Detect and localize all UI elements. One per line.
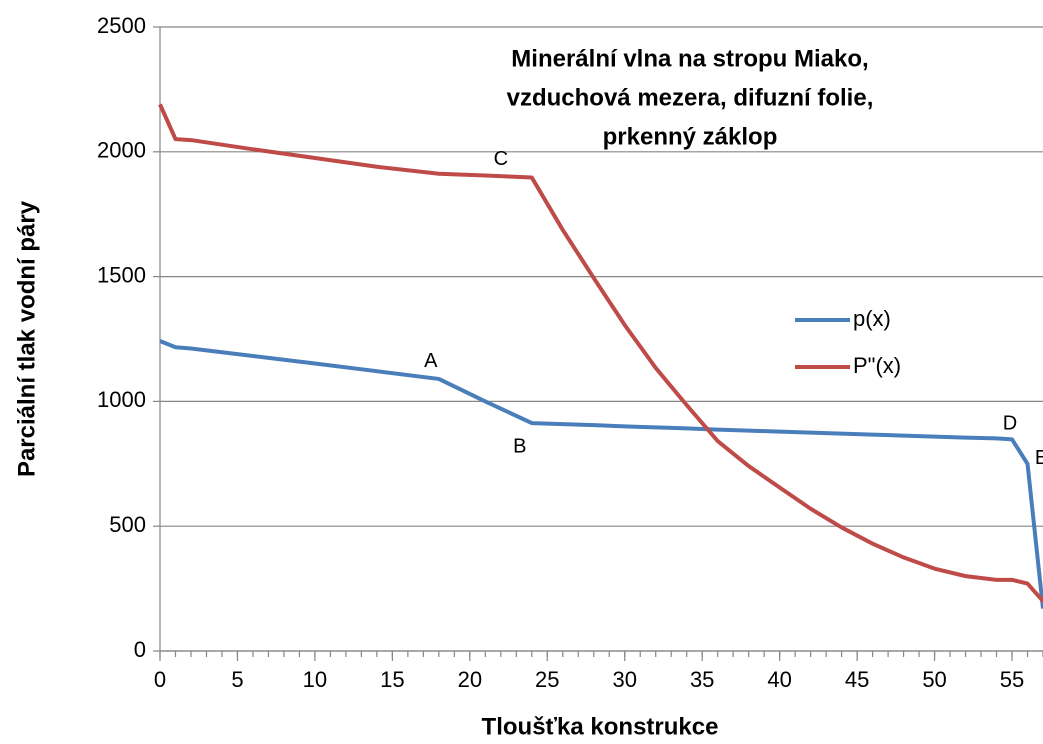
annotation: B <box>513 435 526 457</box>
x-tick-label: 45 <box>845 667 869 692</box>
x-tick-label: 15 <box>380 667 404 692</box>
legend-label: P"(x) <box>853 353 901 378</box>
y-tick-label: 2500 <box>97 13 146 38</box>
annotation: E <box>1035 447 1043 469</box>
annotation: A <box>424 350 438 372</box>
legend-label: p(x) <box>853 306 891 331</box>
y-tick-label: 1500 <box>97 262 146 287</box>
x-tick-label: 5 <box>231 667 243 692</box>
x-tick-label: 50 <box>922 667 946 692</box>
y-tick-label: 1000 <box>97 387 146 412</box>
x-tick-label: 10 <box>303 667 327 692</box>
x-tick-label: 0 <box>154 667 166 692</box>
x-tick-label: 20 <box>458 667 482 692</box>
x-tick-label: 40 <box>767 667 791 692</box>
y-tick-label: 500 <box>109 512 146 537</box>
y-axis-label: Parciální tlak vodní páry <box>13 200 40 477</box>
chart-title: Minerální vlna na stropu Miako, <box>511 45 868 72</box>
annotation: C <box>494 148 508 170</box>
chart-title: vzduchová mezera, difuzní folie, <box>507 84 874 111</box>
x-tick-label: 35 <box>690 667 714 692</box>
annotation: D <box>1003 413 1017 435</box>
y-tick-label: 0 <box>134 637 146 662</box>
data-line <box>158 103 1043 603</box>
x-tick-label: 25 <box>535 667 559 692</box>
data-line <box>159 339 1043 609</box>
x-axis-label: Tloušťka konstrukce <box>482 713 719 740</box>
chart-title: prkenný záklop <box>603 123 778 150</box>
y-tick-label: 2000 <box>97 138 146 163</box>
x-tick-label: 30 <box>612 667 636 692</box>
x-tick-label: 55 <box>1000 667 1024 692</box>
